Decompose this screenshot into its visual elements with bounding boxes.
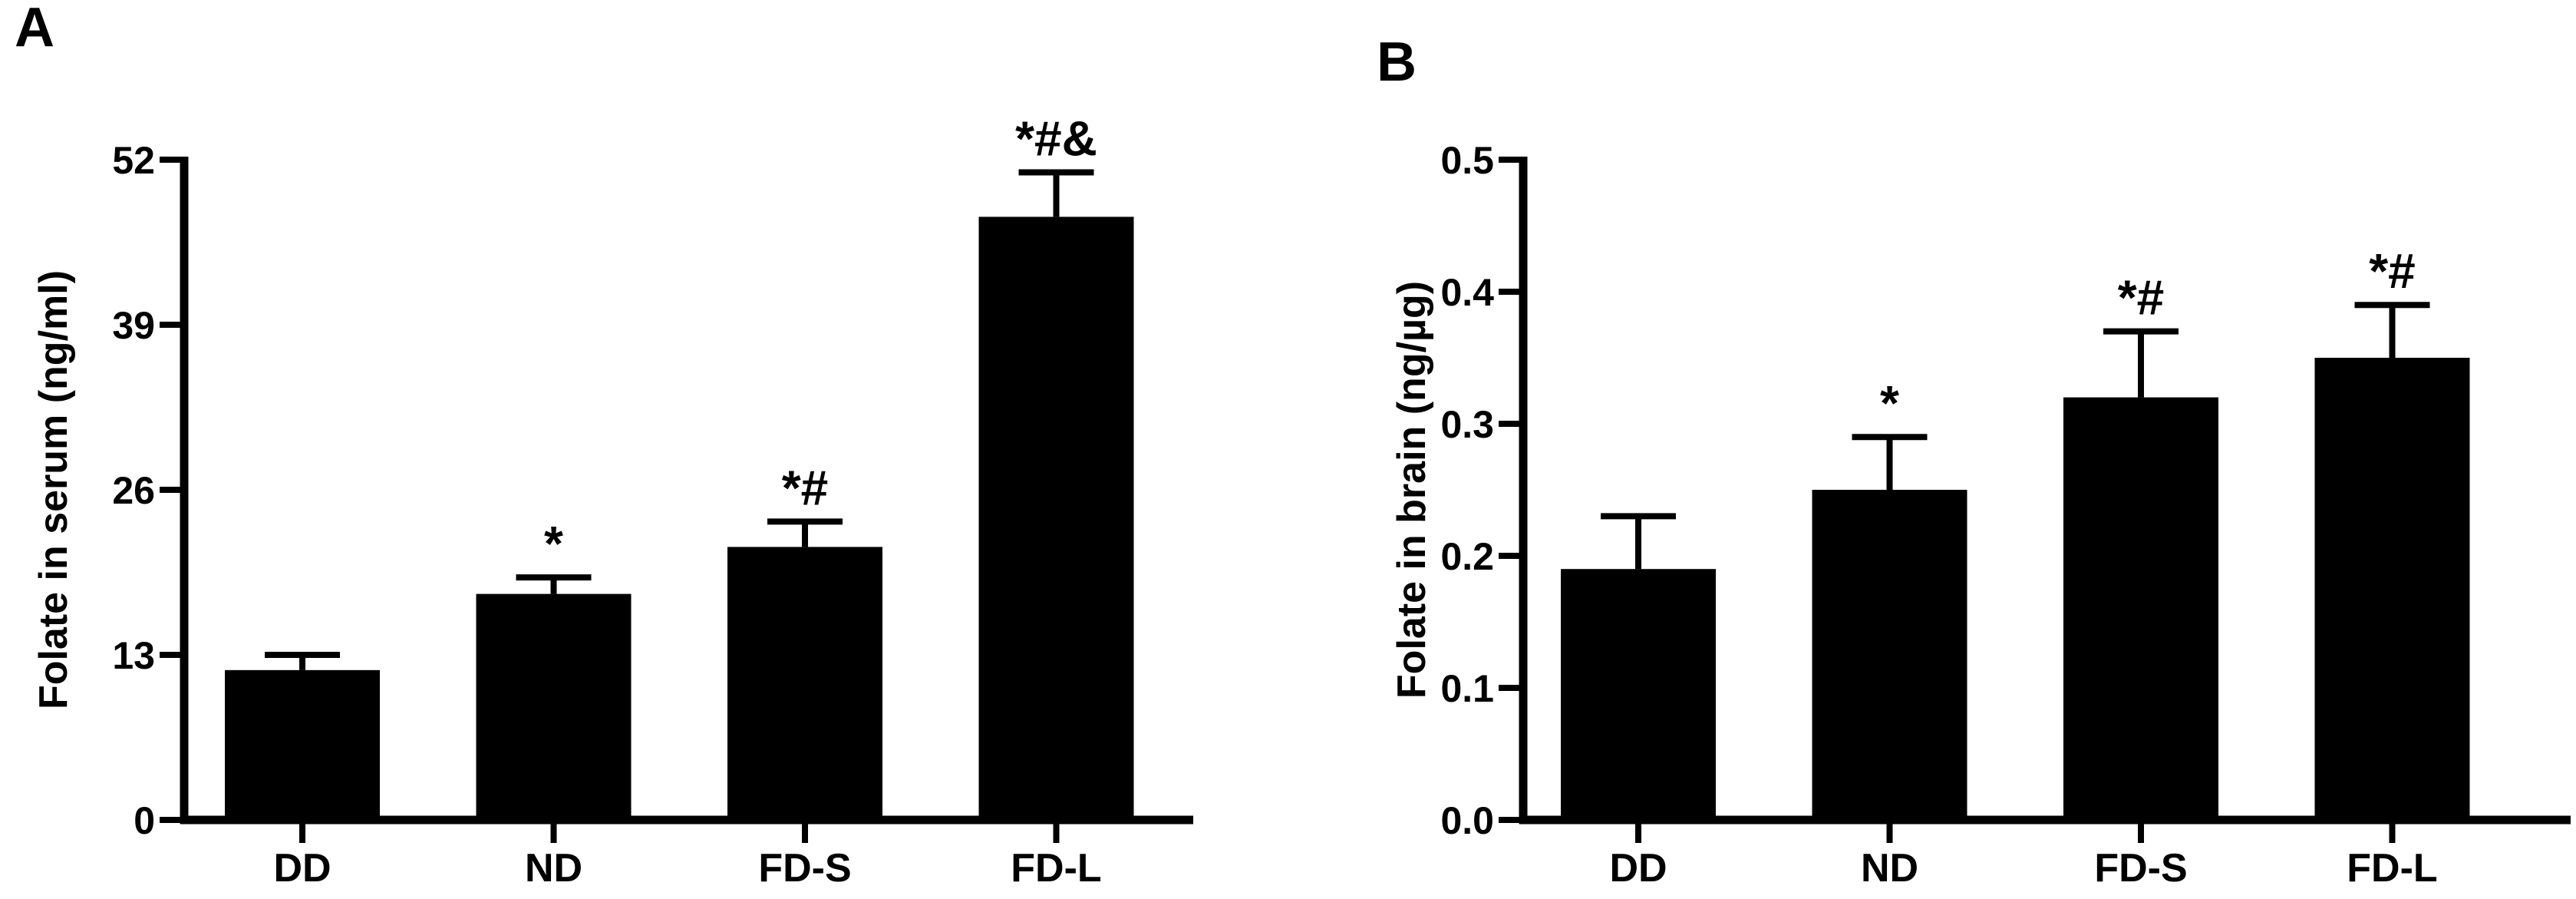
significance-marker: *#& [1015, 111, 1097, 167]
panel-label-a: A [15, 0, 54, 58]
x-tick-label: ND [525, 846, 582, 891]
bar [727, 547, 882, 820]
x-tick-label: FD-S [758, 846, 851, 891]
y-tick-label: 0.5 [1440, 139, 1494, 182]
y-axis-label: Folate in serum (ng/ml) [31, 270, 76, 709]
x-tick-label: FD-L [1011, 846, 1101, 891]
significance-marker: *# [2118, 270, 2165, 326]
y-tick-label: 26 [112, 469, 155, 512]
y-tick-label: 39 [112, 304, 155, 347]
chart-panel-b: B Folate in brain (ng/µg) DD * ND *# FD-S *# FD-… [1358, 0, 2576, 899]
x-tick-label: ND [1861, 846, 1918, 891]
y-tick-label: 13 [112, 634, 155, 677]
brain-folate-bar-chart: B Folate in brain (ng/µg) DD * ND *# FD-S *# FD-… [1377, 31, 2571, 891]
chart-panel-a: A Folate in serum (ng/ml) DD * ND *# FD-S *#& FD… [0, 0, 1228, 899]
x-tick-label: DD [273, 846, 331, 891]
x-tick-label: FD-S [2094, 846, 2187, 891]
y-tick-label: 52 [112, 139, 155, 182]
bar [978, 216, 1134, 820]
bar [1561, 569, 1716, 820]
x-tick-label: FD-L [2347, 846, 2437, 891]
significance-marker: * [544, 516, 563, 571]
bar [2063, 397, 2218, 820]
y-tick-label: 0.2 [1440, 535, 1494, 578]
bar [2314, 358, 2470, 820]
y-tick-label: 0.0 [1440, 799, 1494, 842]
significance-marker: *# [2369, 243, 2416, 299]
y-tick-label: 0.1 [1440, 667, 1494, 710]
y-tick-label: 0.3 [1440, 403, 1494, 446]
y-axis-label: Folate in brain (ng/µg) [1390, 281, 1434, 699]
serum-folate-bar-chart: A Folate in serum (ng/ml) DD * ND *# FD-S *#& FD… [15, 0, 1193, 891]
significance-marker: *# [782, 460, 829, 515]
x-tick-label: DD [1609, 846, 1667, 891]
y-tick-label: 0.4 [1440, 271, 1494, 314]
significance-marker: * [1880, 375, 1899, 431]
y-tick-label: 0 [134, 799, 155, 842]
panel-label-b: B [1377, 31, 1417, 93]
bar [225, 669, 380, 820]
bar [476, 593, 632, 820]
bar [1812, 490, 1967, 820]
